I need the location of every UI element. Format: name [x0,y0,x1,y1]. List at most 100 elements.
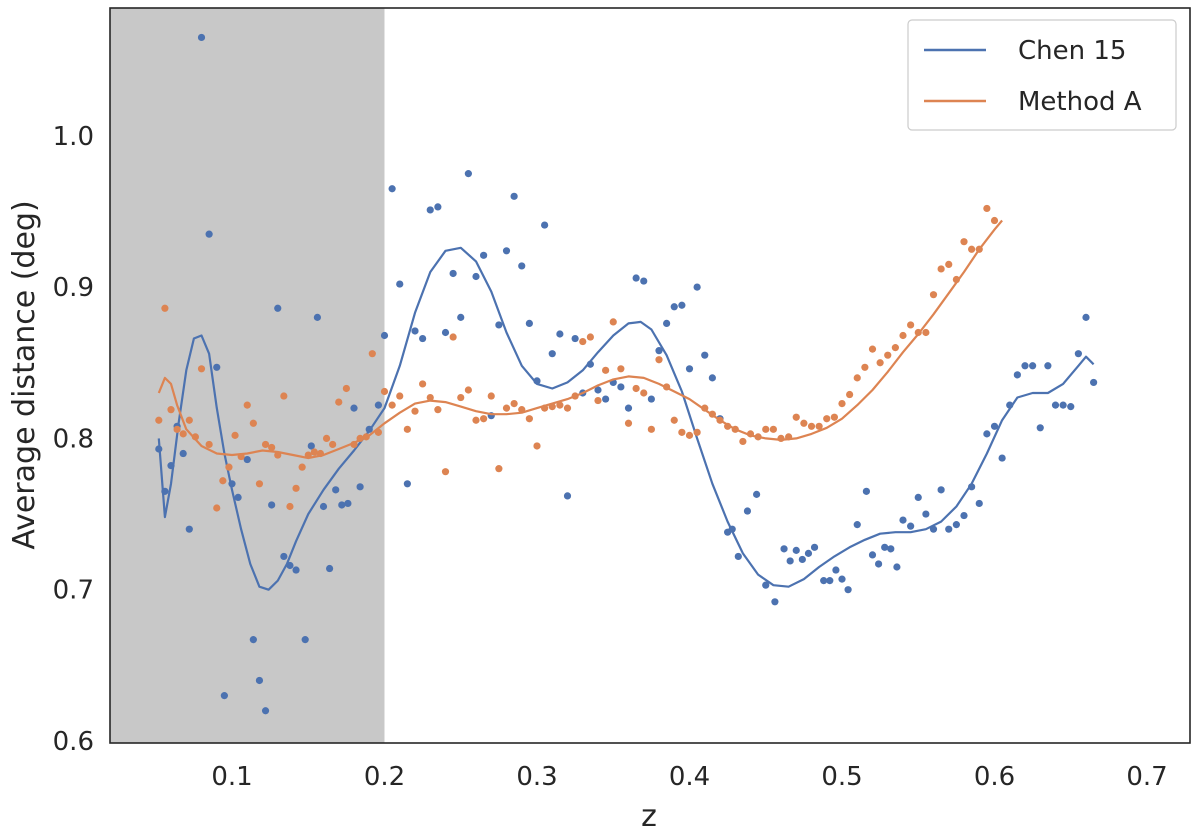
data-point [322,434,331,442]
data-point [225,463,233,471]
data-point [861,363,869,371]
data-point [655,356,663,364]
data-point [609,318,617,326]
y-tick-label: 1.0 [53,122,94,152]
data-point [255,676,264,685]
data-point [219,477,227,485]
data-point [670,416,678,424]
data-point [937,486,945,494]
data-point [624,404,633,412]
data-point [1021,362,1029,370]
data-point [1090,378,1098,387]
data-point [426,393,434,402]
series-layer [155,33,1098,715]
data-point [832,566,840,574]
data-point [983,204,991,213]
data-point [380,387,389,396]
data-point [815,422,823,430]
data-point [952,521,960,529]
data-point [298,463,306,471]
data-point [556,401,564,409]
data-point [356,483,364,491]
data-point [875,560,883,568]
data-point [937,265,945,273]
data-point [464,386,472,394]
data-point [617,365,625,373]
data-point [734,552,742,561]
x-tick-label: 0.2 [364,762,405,792]
data-point [786,557,794,565]
data-point [762,425,770,433]
data-point [998,454,1006,462]
data-point [769,425,777,433]
data-point [887,545,895,553]
data-point [823,415,831,423]
data-point [960,238,968,246]
legend: Chen 15 Method A [907,19,1177,131]
data-point [179,430,187,438]
data-point [396,280,404,288]
data-point [286,502,294,511]
data-point [838,400,846,408]
data-point [480,251,488,259]
data-point [243,455,251,464]
data-point [990,216,999,225]
data-point [907,321,915,329]
data-point [213,504,221,512]
data-point [268,443,276,452]
data-point [173,425,181,433]
data-point [743,507,752,515]
data-point [185,416,193,424]
data-point [525,415,533,423]
data-point [487,392,495,400]
data-point [255,480,264,488]
data-point [685,431,694,439]
data-point [464,170,472,178]
x-axis-title: z [641,799,657,831]
data-point [632,274,640,282]
data-point [525,319,533,328]
legend-label: Method A [1018,87,1142,117]
data-point [807,422,816,430]
data-point [434,203,442,211]
data-point [280,392,288,400]
data-point [838,575,846,583]
data-point [426,206,434,214]
y-tick-label: 0.8 [53,424,94,454]
legend-label: Chen 15 [1018,36,1126,66]
data-point [663,319,671,328]
data-point [708,374,716,382]
data-point [261,440,270,449]
data-point [185,525,193,533]
data-point [820,577,828,585]
data-point [1074,350,1082,358]
data-point [510,192,518,200]
data-point [899,516,907,524]
data-point [602,395,610,403]
data-point [804,549,813,557]
data-point [342,384,350,393]
data-point [510,400,518,408]
data-point [1036,424,1044,432]
x-tick-label: 0.7 [1126,762,1167,792]
data-point [411,327,419,335]
data-point [472,416,480,424]
data-point [344,499,352,508]
data-point [655,347,663,355]
data-point [881,543,889,551]
data-point [632,384,640,393]
data-point [280,552,288,561]
data-point [197,365,206,373]
data-point [846,390,854,399]
data-point [647,425,655,433]
data-point [155,416,163,424]
data-point [922,328,930,337]
data-point [502,247,511,255]
data-point [403,480,411,488]
data-point [457,313,465,321]
data-point [396,392,404,400]
data-point [249,419,257,427]
data-point [319,502,328,511]
data-point [457,393,465,402]
